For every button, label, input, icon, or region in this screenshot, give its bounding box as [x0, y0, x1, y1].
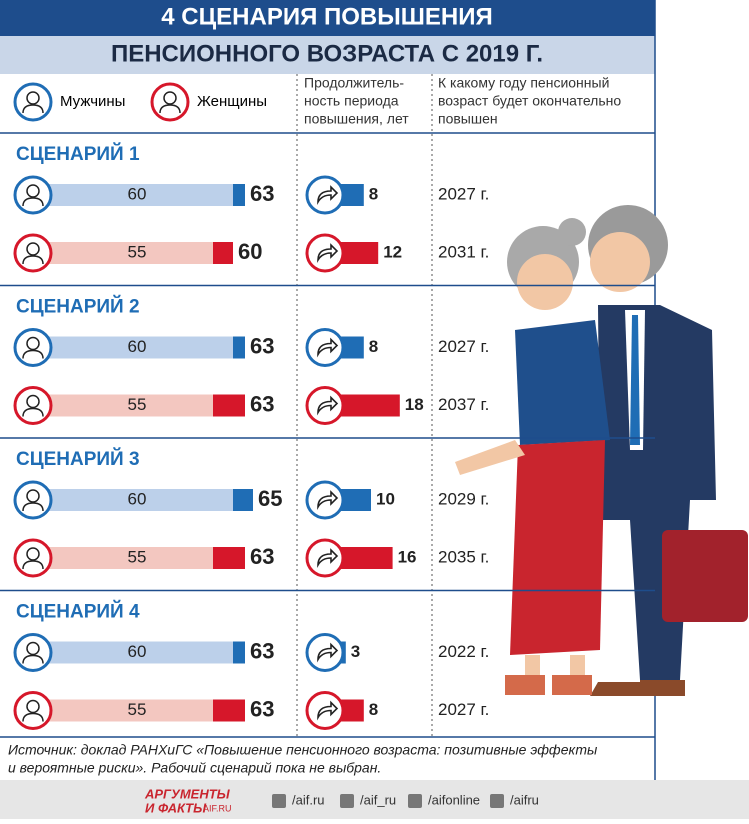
icon-ring: [13, 386, 53, 425]
column-header: возраст будет окончательно: [438, 93, 621, 109]
new-age-label: 60: [238, 239, 262, 264]
column-header: повышения, лет: [304, 111, 409, 127]
icon-ring: [13, 233, 53, 273]
current-age-label: 55: [128, 395, 147, 414]
brand-site: AIF.RU: [203, 803, 232, 813]
current-age-label: 60: [128, 184, 147, 203]
new-age-label: 63: [250, 333, 274, 358]
current-age-label: 60: [128, 337, 147, 356]
new-age-label: 63: [250, 696, 274, 721]
final-year: 2037 г.: [438, 395, 489, 414]
final-year: 2027 г.: [438, 337, 489, 356]
illustration: [455, 205, 748, 696]
social-link: /aifonline: [428, 792, 480, 807]
current-age-bar: [40, 489, 233, 511]
new-age-label: 63: [250, 181, 274, 206]
increase-bar: [213, 547, 245, 569]
arrow-ring: [305, 633, 345, 672]
legend-label: Мужчины: [60, 93, 125, 110]
duration-label: 10: [376, 489, 395, 508]
scenario-title: СЦЕНАРИЙ 4: [16, 601, 140, 623]
scenario-title: СЦЕНАРИЙ 1: [16, 143, 140, 165]
increase-bar: [233, 336, 245, 359]
title: 4 СЦЕНАРИЯ ПОВЫШЕНИЯ: [161, 3, 492, 30]
current-age-bar: [40, 699, 213, 722]
final-year: 2029 г.: [438, 489, 489, 508]
icon-ring: [13, 538, 53, 578]
increase-bar: [213, 242, 233, 264]
current-age-bar: [40, 184, 233, 206]
current-age-label: 55: [128, 700, 147, 719]
social-icon: [490, 794, 504, 808]
increase-bar: [233, 641, 245, 664]
scenario-title: СЦЕНАРИЙ 3: [16, 448, 140, 470]
increase-bar: [233, 489, 253, 511]
icon-ring: [13, 328, 53, 367]
social-link: /aif_ru: [360, 792, 396, 807]
current-age-bar: [40, 547, 213, 569]
column-header: повышен: [438, 111, 498, 127]
arrow-ring: [305, 233, 345, 273]
brand: И ФАКТЫ: [145, 800, 207, 815]
arrow-ring: [305, 175, 345, 215]
duration-label: 18: [405, 395, 424, 414]
arrow-ring: [305, 691, 345, 730]
icon-ring: [150, 82, 190, 122]
social-icon: [272, 794, 286, 808]
current-age-label: 60: [128, 489, 147, 508]
current-age-label: 60: [128, 642, 147, 661]
duration-label: 16: [398, 547, 417, 566]
current-age-label: 55: [128, 547, 147, 566]
legend-label: Женщины: [197, 93, 267, 110]
final-year: 2027 г.: [438, 700, 489, 719]
increase-bar: [213, 394, 245, 417]
current-age-bar: [40, 641, 233, 664]
social-icon: [408, 794, 422, 808]
subtitle-band: [0, 36, 655, 74]
new-age-label: 63: [250, 638, 274, 663]
scenario-title: СЦЕНАРИЙ 2: [16, 296, 140, 318]
icon-ring: [13, 633, 53, 672]
title-band: [0, 0, 655, 36]
increase-bar: [213, 699, 245, 722]
new-age-label: 65: [258, 486, 282, 511]
column-header: К какому году пенсионный: [438, 75, 609, 91]
final-year: 2027 г.: [438, 184, 489, 203]
social-link: /aifru: [510, 792, 539, 807]
arrow-ring: [305, 538, 345, 578]
new-age-label: 63: [250, 544, 274, 569]
duration-label: 12: [383, 242, 402, 261]
new-age-label: 63: [250, 391, 274, 416]
arrow-ring: [305, 328, 345, 367]
duration-label: 8: [369, 700, 378, 719]
current-age-bar: [40, 242, 213, 264]
final-year: 2031 г.: [438, 242, 489, 261]
current-age-label: 55: [128, 242, 147, 261]
duration-label: 3: [351, 642, 360, 661]
column-header: ность периода: [304, 93, 399, 109]
duration-label: 8: [369, 337, 378, 356]
icon-ring: [13, 480, 53, 520]
brand: АРГУМЕНТЫ: [144, 786, 231, 801]
icon-ring: [13, 691, 53, 730]
arrow-ring: [305, 480, 345, 520]
social-link: /aif.ru: [292, 792, 325, 807]
final-year: 2035 г.: [438, 547, 489, 566]
current-age-bar: [40, 336, 233, 359]
source: и вероятные риски». Рабочий сценарий пок…: [8, 760, 381, 776]
final-year: 2022 г.: [438, 642, 489, 661]
arrow-ring: [305, 386, 345, 425]
column-header: Продолжитель-: [304, 75, 404, 91]
current-age-bar: [40, 394, 213, 417]
subtitle: ПЕНСИОННОГО ВОЗРАСТА С 2019 Г.: [111, 40, 543, 67]
footer: [0, 780, 749, 819]
source: Источник: доклад РАНХиГС «Повышение пенс…: [8, 742, 598, 758]
increase-bar: [233, 184, 245, 206]
icon-ring: [13, 82, 53, 122]
duration-label: 8: [369, 184, 378, 203]
icon-ring: [13, 175, 53, 215]
social-icon: [340, 794, 354, 808]
